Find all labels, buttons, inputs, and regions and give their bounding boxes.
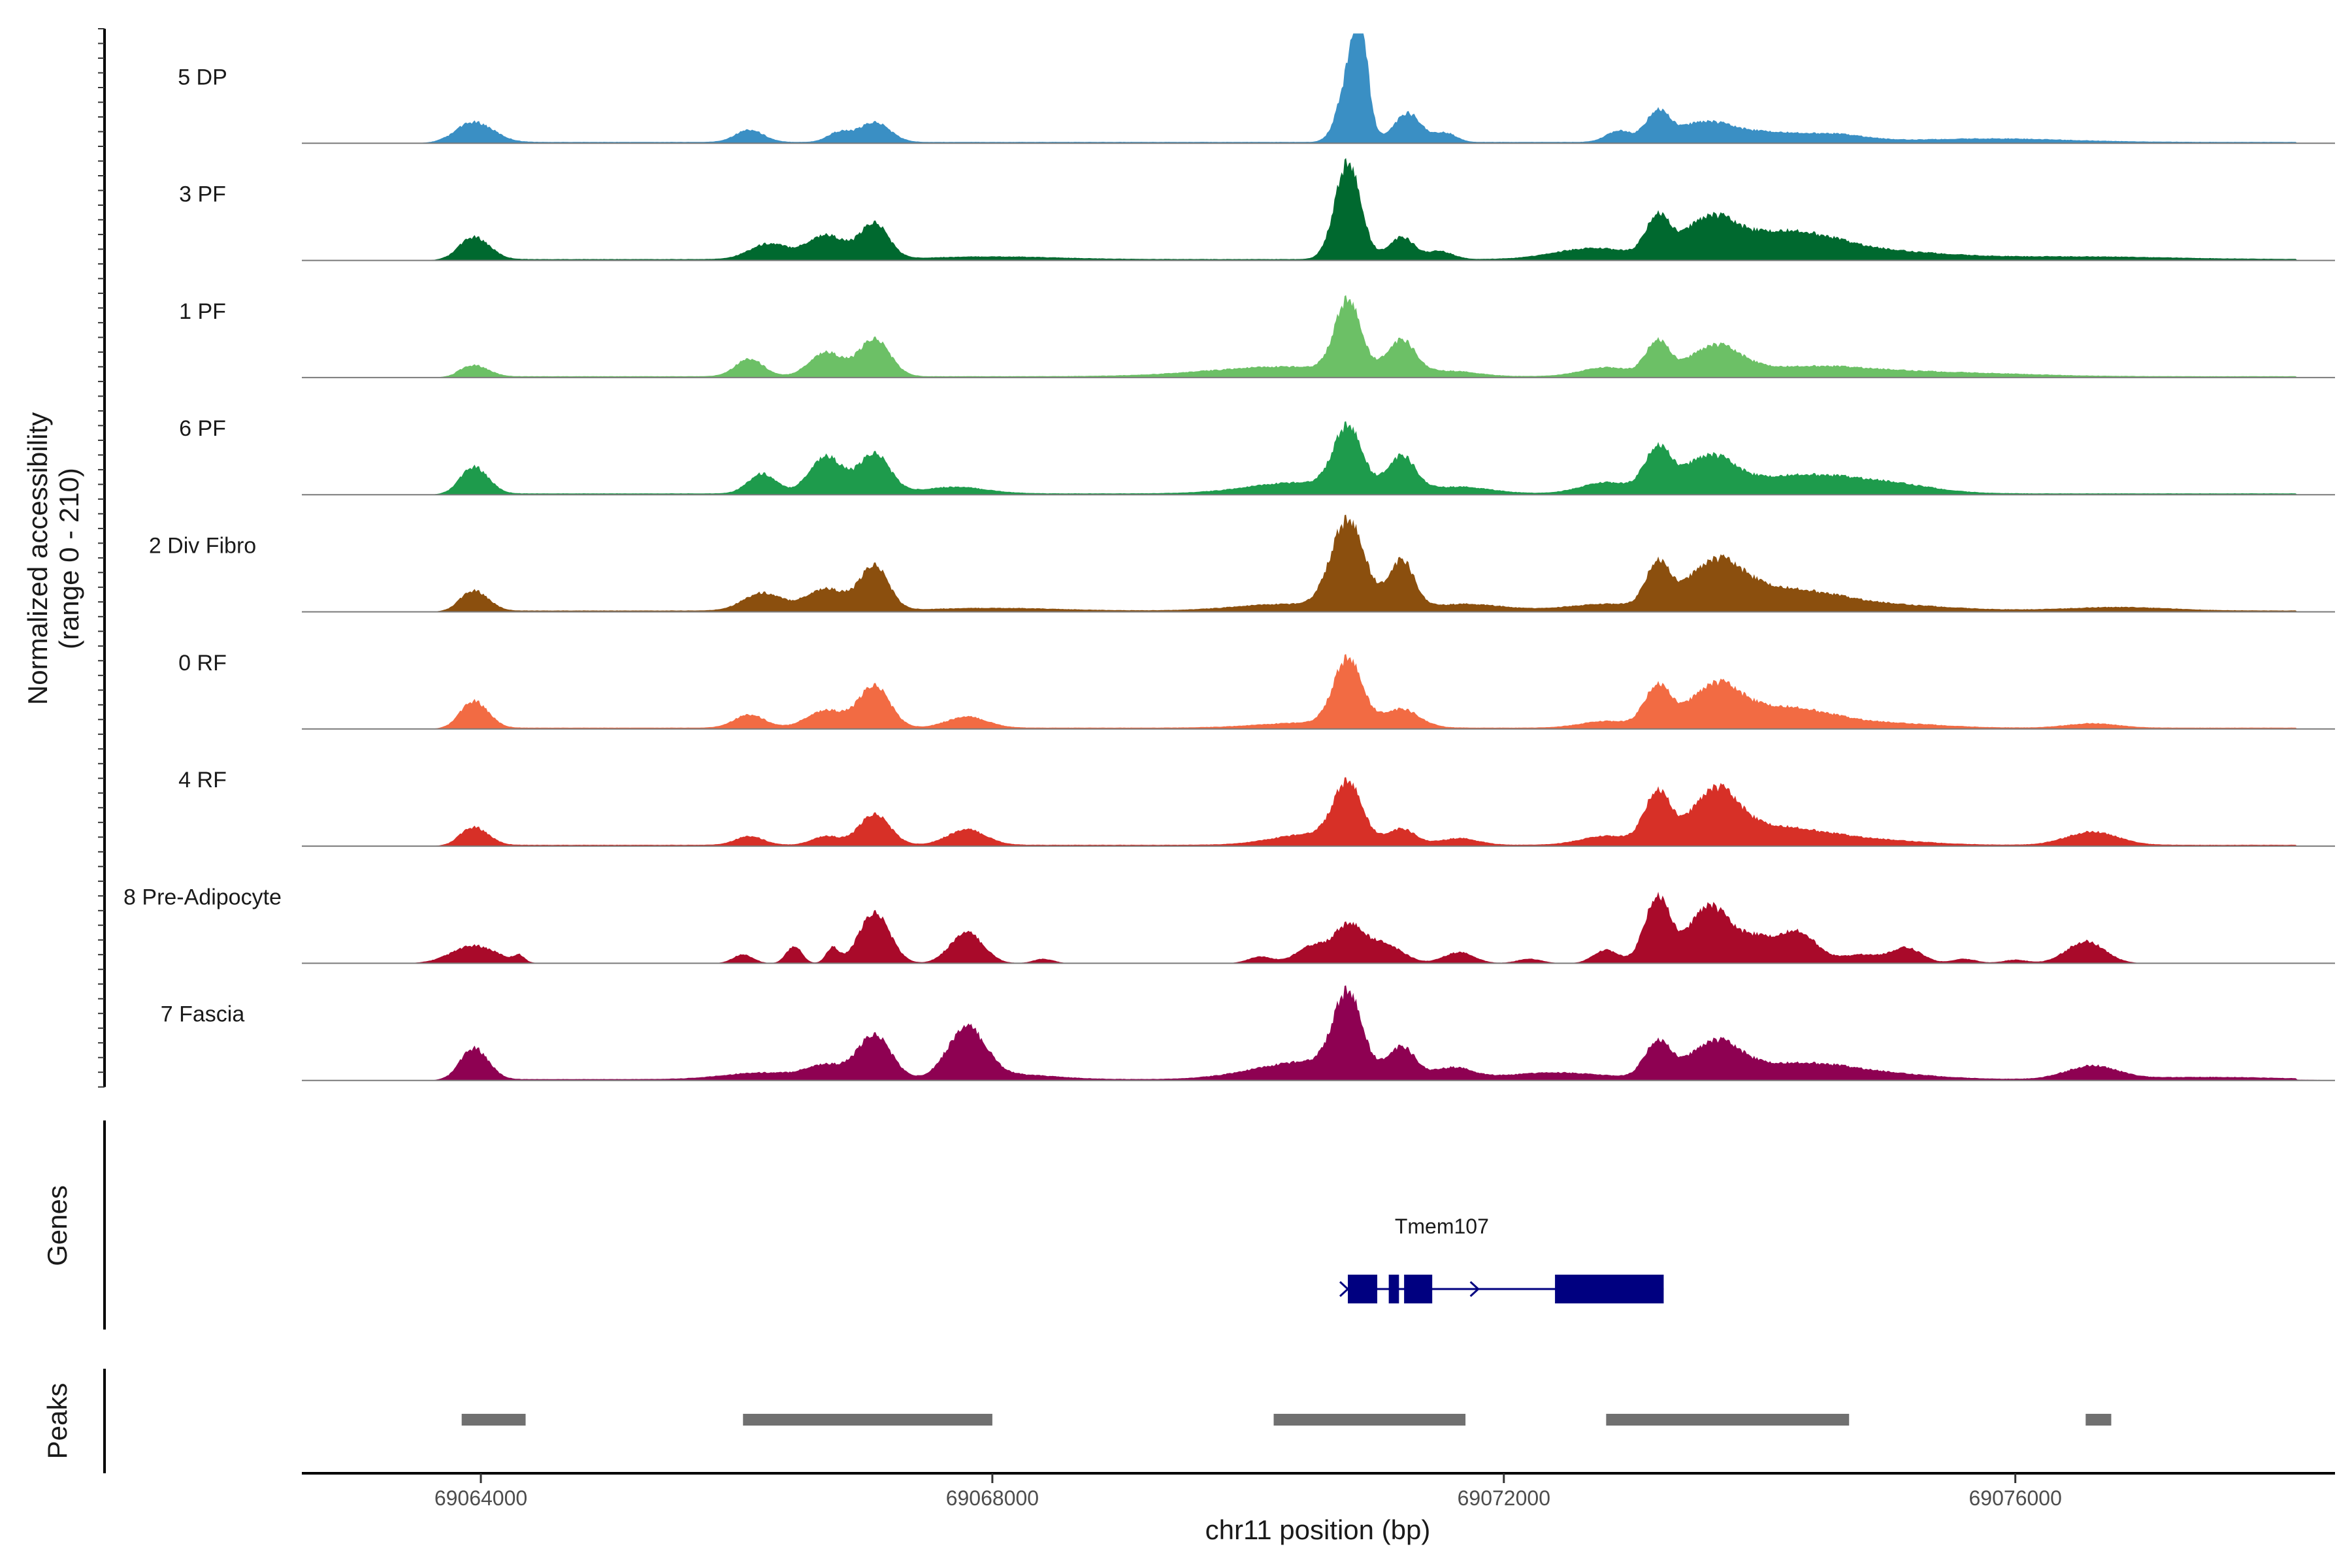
coverage-area [302, 514, 2335, 612]
x-axis-title: chr11 position (bp) [1205, 1514, 1431, 1545]
track-3: 1 PF [179, 295, 2335, 378]
strand-arrow [1339, 1281, 1350, 1298]
y-axis [98, 28, 106, 1088]
x-axis: 69064000 69068000 69072000 69076000 chr11 p… [302, 1472, 2335, 1545]
track-label: 1 PF [179, 299, 226, 324]
track-label: 2 Div Fibro [149, 534, 256, 559]
coverage-area [302, 33, 2335, 144]
gene-exon [1388, 1275, 1399, 1303]
track-label: 6 PF [179, 416, 226, 441]
x-tick-label: 69072000 [1458, 1486, 1550, 1510]
gene-label: Tmem107 [1395, 1215, 1489, 1238]
coverage-area [302, 654, 2335, 729]
gene-exon [1348, 1275, 1378, 1303]
track-2: 3 PF [179, 157, 2335, 261]
track-1: 5 DP [178, 33, 2335, 144]
genes-panel: Genes Tmem107 [42, 1120, 1664, 1330]
peaks-panel-title: Peaks [42, 1383, 73, 1460]
coverage-area [302, 985, 2335, 1081]
peak-region [2085, 1414, 2112, 1426]
gene-exon [1404, 1275, 1433, 1303]
peak-region [461, 1414, 526, 1426]
coverage-area [302, 421, 2335, 495]
genes-panel-title: Genes [42, 1185, 73, 1266]
peak-regions [461, 1414, 2112, 1426]
strand-arrow [1469, 1281, 1480, 1298]
peak-region [1273, 1414, 1466, 1426]
track-label: 0 RF [178, 651, 227, 676]
coverage-area [302, 777, 2335, 847]
track-label: 7 Fascia [161, 1002, 245, 1027]
coverage-area [302, 295, 2335, 378]
coverage-area [302, 157, 2335, 261]
gene-exon [1555, 1275, 1664, 1303]
coverage-area [302, 891, 2335, 964]
track-7: 4 RF [178, 768, 2335, 847]
x-tick-label: 69068000 [946, 1486, 1039, 1510]
x-axis-ticks: 69064000 69068000 69072000 69076000 [434, 1473, 2062, 1510]
x-tick-label: 69076000 [1969, 1486, 2062, 1510]
track-9: 7 Fascia [161, 985, 2335, 1081]
y-axis-title: Normalized accessibility [22, 412, 53, 705]
y-axis-range-label: (range 0 - 210) [54, 468, 84, 649]
track-label: 5 DP [178, 65, 227, 90]
x-tick-label: 69064000 [434, 1486, 527, 1510]
peaks-panel: Peaks [42, 1369, 2112, 1473]
track-4: 6 PF [179, 416, 2335, 496]
coverage-tracks: 5 DP 3 PF 1 PF 6 PF 2 Div Fibro 0 RF 4 RF 8 Pre… [123, 33, 2335, 1081]
track-label: 3 PF [179, 182, 226, 207]
peak-region [1606, 1414, 1850, 1426]
gene-model [1339, 1275, 1664, 1303]
track-8: 8 Pre-Adipocyte [123, 885, 2335, 964]
track-label: 4 RF [178, 768, 227, 792]
track-label: 8 Pre-Adipocyte [123, 885, 282, 909]
track-5: 2 Div Fibro [149, 514, 2335, 613]
track-6: 0 RF [178, 651, 2335, 730]
peak-region [743, 1414, 992, 1426]
